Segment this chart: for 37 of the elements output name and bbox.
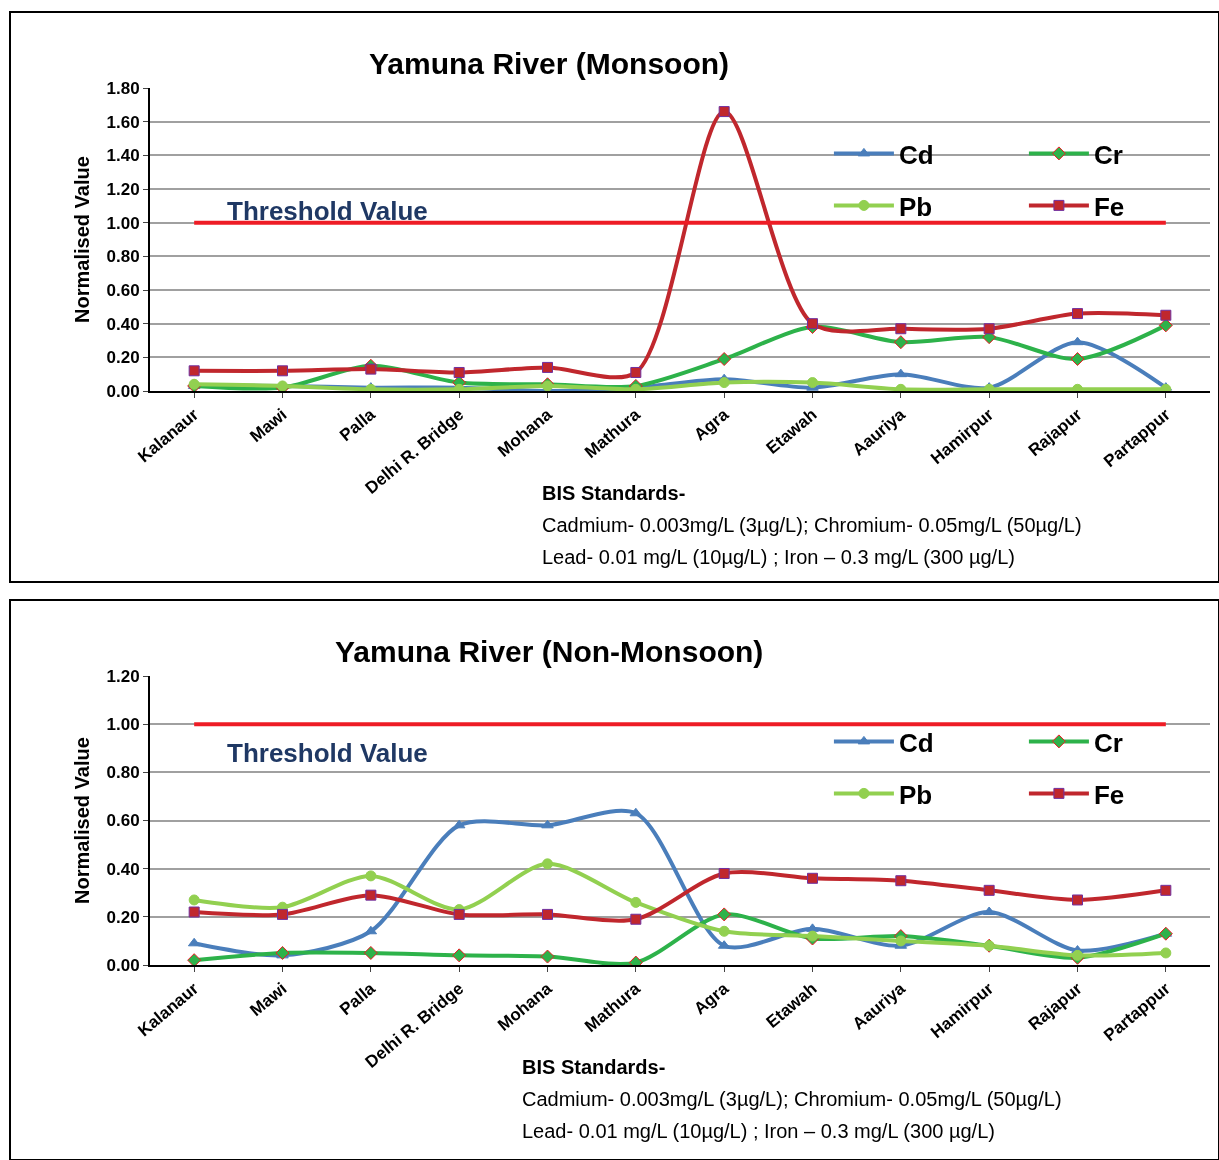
y-tick-label: 0.80 [106,763,140,783]
y-tick-label: 0.40 [106,859,140,879]
legend-label: Cr [1093,727,1123,758]
legend-label: Cd [898,727,934,758]
chart-title: Yamuna River (Non-Monsoon) [335,635,764,668]
text: Cadmium- 0.003mg/L (3µg/L); Chromium- 0.05mg/L (50µg/L) [522,1088,1062,1110]
y-tick-label: 0.20 [106,348,140,368]
y-tick-label: 0.60 [106,811,140,831]
legend-label: Cd [898,139,934,170]
text: Lead- 0.01 mg/L (10µg/L) ; Iron – 0.3 mg/L (300 µg/L) [522,1120,995,1142]
ref-line-label: Threshold Value [227,738,428,768]
text: BIS Standards- [522,1056,666,1078]
y-tick-label: 1.20 [106,666,140,686]
legend-label: Pb [898,191,933,222]
y-tick-label: 0.00 [106,381,140,401]
y-tick-label: 0.80 [106,247,140,267]
legend-label: Fe [1093,191,1125,222]
text: BIS Standards- [542,482,686,504]
text: Lead- 0.01 mg/L (10µg/L) ; Iron – 0.3 mg/L (300 µg/L) [542,546,1015,568]
y-axis-title: Normalised Value [70,156,93,323]
legend-label: Pb [898,779,933,810]
y-tick-label: 1.20 [106,179,140,199]
legend-label: Fe [1093,779,1125,810]
y-tick-label: 1.00 [106,715,140,735]
legend-label: Cr [1093,139,1123,170]
y-tick-label: 1.80 [106,78,140,98]
chart-title: Yamuna River (Monsoon) [369,47,730,80]
y-tick-label: 1.00 [106,213,140,233]
y-tick-label: 0.20 [106,907,140,927]
y-tick-label: 0.60 [106,280,140,300]
text: Cadmium- 0.003mg/L (3µg/L); Chromium- 0.05mg/L (50µg/L) [542,514,1082,536]
y-axis-title: Normalised Value [70,737,93,904]
y-tick-label: 1.60 [106,112,140,132]
y-tick-label: 0.40 [106,314,140,334]
y-tick-label: 1.40 [106,146,140,166]
ref-line-label: Threshold Value [227,196,428,226]
y-tick-label: 0.00 [106,955,140,975]
